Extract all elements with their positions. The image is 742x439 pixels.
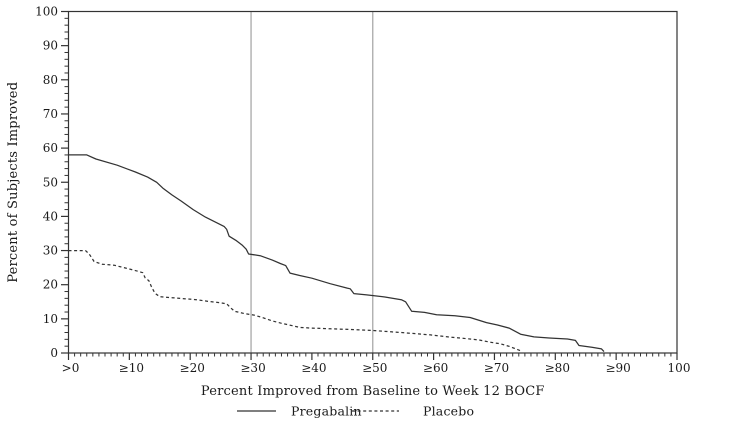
x-axis-tick-label: 100 <box>668 361 691 375</box>
y-axis-tick-label: 30 <box>43 244 58 258</box>
legend-label-pregabalin: Pregabalin <box>291 404 362 419</box>
y-axis-tick-label: 90 <box>43 39 58 53</box>
x-axis-tick-label: ≥50 <box>362 361 387 375</box>
y-axis-tick-label: 100 <box>35 5 58 19</box>
x-axis-tick-label: ≥60 <box>423 361 448 375</box>
legend-label-placebo: Placebo <box>423 404 474 419</box>
legend: Pregabalin Placebo <box>237 404 474 419</box>
y-axis-title: Percent of Subjects Improved <box>6 82 21 283</box>
x-axis-tick-label: ≥80 <box>545 361 570 375</box>
x-axis-tick-label: ≥20 <box>180 361 205 375</box>
x-axis-tick-label: ≥30 <box>240 361 265 375</box>
y-axis-tick-label: 80 <box>43 73 58 87</box>
series-line-placebo <box>68 249 523 352</box>
y-axis-tick-label: 10 <box>43 312 58 326</box>
y-axis: 0 10 20 30 40 50 60 70 80 90 100 <box>35 5 69 360</box>
y-axis-tick-label: 60 <box>43 141 58 155</box>
y-axis-tick-label: 50 <box>43 175 58 189</box>
x-axis-tick-label: ≥90 <box>605 361 630 375</box>
x-axis-tick-label: ≥10 <box>119 361 144 375</box>
y-axis-tick-label: 40 <box>43 209 58 223</box>
y-axis-tick-label: 20 <box>43 278 58 292</box>
series-line-pregabalin <box>68 154 605 353</box>
y-axis-tick-label: 70 <box>43 107 58 121</box>
x-axis-tick-label: ≥70 <box>484 361 509 375</box>
x-axis-tick-label: >0 <box>62 361 80 375</box>
x-axis: >0 ≥10 ≥20 ≥30 ≥40 ≥50 ≥60 ≥70 ≥80 ≥90 100 <box>62 353 691 375</box>
x-axis-tick-label: ≥40 <box>301 361 326 375</box>
x-axis-title: Percent Improved from Baseline to Week 1… <box>201 384 545 399</box>
y-axis-tick-label: 0 <box>50 346 58 360</box>
